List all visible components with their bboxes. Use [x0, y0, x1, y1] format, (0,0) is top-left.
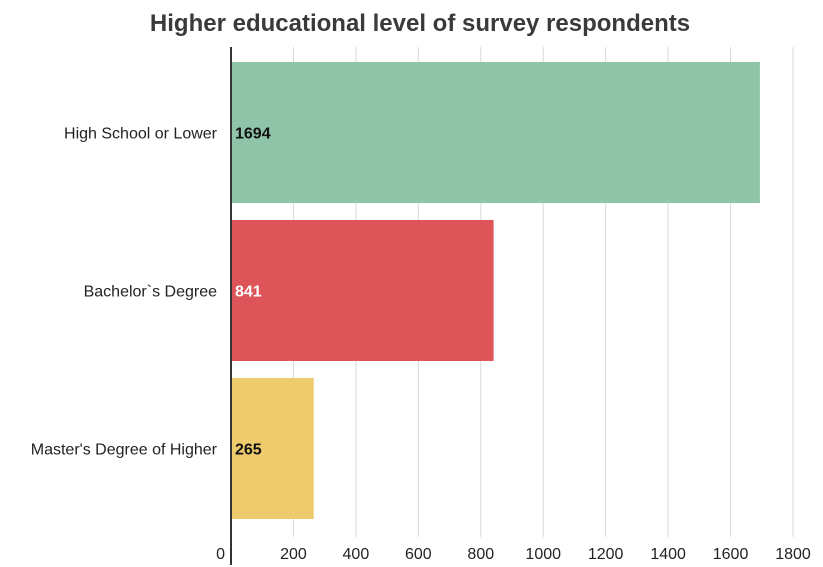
- category-label-3: Master's Degree of Higher: [31, 442, 218, 459]
- bar-3: [231, 378, 314, 519]
- bar-1: [231, 62, 760, 203]
- data-label-3: 265: [235, 442, 262, 459]
- x-tick-label-0: 0: [216, 546, 225, 563]
- x-tick-label-1800: 1800: [775, 546, 811, 563]
- category-label-2: Bachelor`s Degree: [84, 284, 218, 301]
- data-label-1: 1694: [235, 126, 271, 143]
- data-label-2: 841: [235, 284, 262, 301]
- bar-2: [231, 220, 494, 361]
- x-tick-label-1200: 1200: [588, 546, 624, 563]
- x-tick-label-600: 600: [405, 546, 432, 563]
- x-tick-label-200: 200: [280, 546, 307, 563]
- x-tick-label-400: 400: [343, 546, 370, 563]
- x-tick-label-1400: 1400: [650, 546, 686, 563]
- category-label-1: High School or Lower: [64, 126, 218, 143]
- bars: 1694 841 265: [231, 62, 760, 519]
- x-tick-label-1600: 1600: [713, 546, 749, 563]
- x-tick-label-1000: 1000: [525, 546, 561, 563]
- x-axis-tick-labels: 0 200 400 600 800 1000 1200 1400 1600 1800: [216, 546, 811, 563]
- x-tick-label-800: 800: [467, 546, 494, 563]
- chart-title: Higher educational level of survey respo…: [150, 10, 690, 37]
- category-labels: High School or Lower Bachelor`s Degree Mas…: [31, 126, 218, 459]
